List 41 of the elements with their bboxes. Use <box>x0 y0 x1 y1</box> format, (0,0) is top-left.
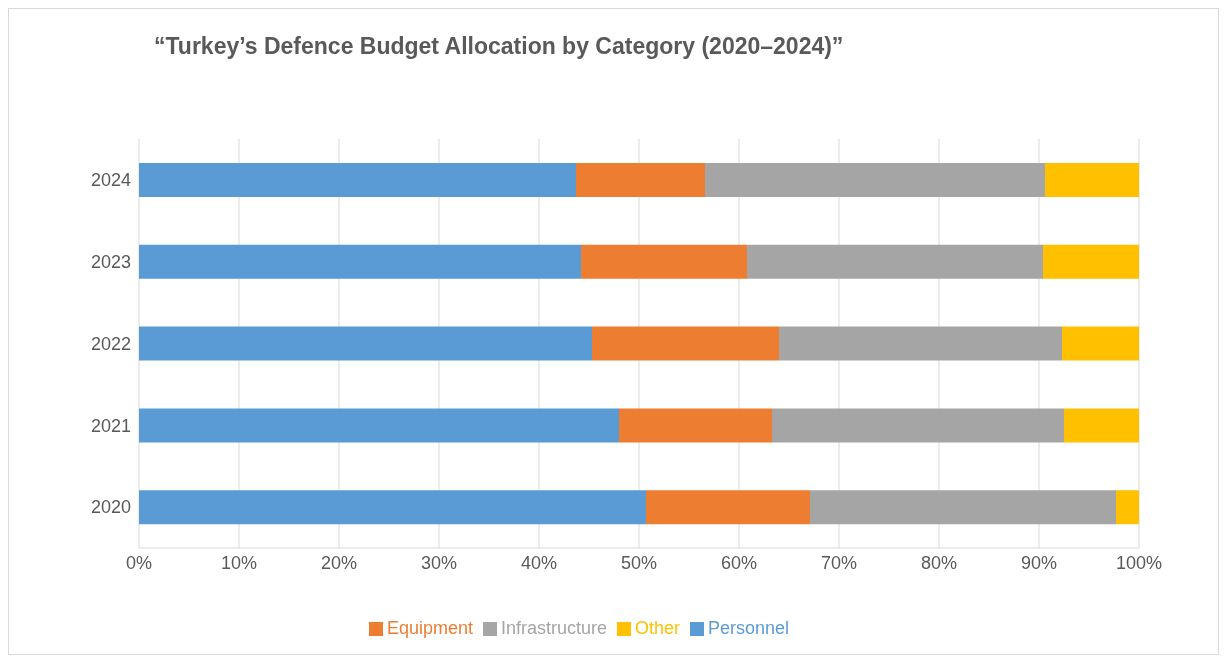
bar <box>1064 408 1139 443</box>
x-tick-label: 20% <box>320 552 358 573</box>
chart-title: “Turkey’s Defence Budget Allocation by Category (2020–2024)” <box>154 33 844 60</box>
y-tick-label: 2024 <box>90 170 131 191</box>
y-tick-label: 2021 <box>90 415 131 436</box>
x-tick-label: 80% <box>920 552 958 573</box>
bar <box>705 163 1045 197</box>
bar <box>139 490 646 525</box>
bar <box>646 490 810 525</box>
x-tick-label: 10% <box>220 552 258 573</box>
bar <box>1043 244 1139 279</box>
x-tick-label: 40% <box>520 552 558 573</box>
legend-label: Other <box>635 618 681 638</box>
legend-label: Infrastructure <box>500 618 607 638</box>
bar <box>779 326 1062 361</box>
x-tick-label: 100% <box>1115 552 1163 573</box>
bar <box>810 490 1116 525</box>
legend-label: Equipment <box>386 618 473 638</box>
bar <box>772 408 1064 443</box>
bar <box>139 408 619 443</box>
bar <box>139 163 576 197</box>
bar <box>1045 163 1139 197</box>
y-tick-label: 2022 <box>90 333 131 354</box>
bar <box>592 326 779 361</box>
bar <box>581 244 747 279</box>
x-tick-label: 60% <box>720 552 758 573</box>
x-tick-label: 70% <box>820 552 858 573</box>
y-tick-label: 2020 <box>90 497 131 518</box>
x-tick-label: 50% <box>620 552 658 573</box>
x-tick-label: 30% <box>420 552 458 573</box>
bar <box>139 244 581 279</box>
x-tick-label: 0% <box>125 552 153 573</box>
y-tick-label: 2023 <box>90 252 131 273</box>
bar <box>747 244 1043 279</box>
bar <box>619 408 772 443</box>
x-tick-label: 90% <box>1020 552 1058 573</box>
bar <box>576 163 705 197</box>
bar <box>139 326 592 361</box>
bar <box>1116 490 1139 525</box>
bar <box>1062 326 1139 361</box>
legend-label: Personnel <box>708 618 790 638</box>
